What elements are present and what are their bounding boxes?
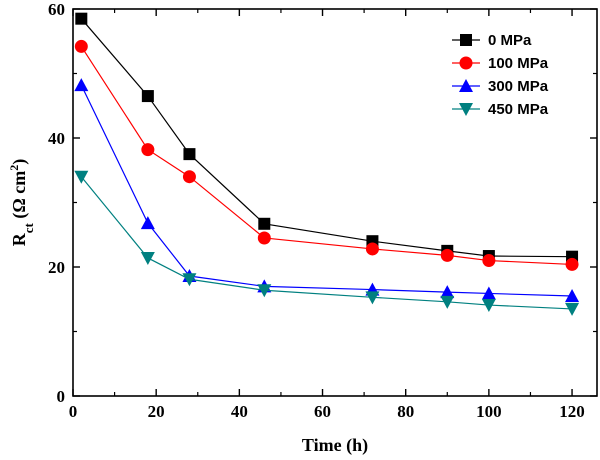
data-point: [182, 273, 197, 287]
legend-item-3: 450 MPa: [452, 101, 549, 118]
data-point: [75, 12, 88, 25]
y-tick-label: 60: [48, 0, 65, 19]
data-point: [183, 148, 196, 161]
data-point: [440, 285, 455, 299]
x-tick-label: 100: [476, 402, 502, 421]
y-axis-title-base: R: [9, 232, 29, 246]
data-point: [74, 39, 88, 53]
legend-marker: [459, 103, 473, 116]
series-line: [80, 46, 573, 266]
series-line: [80, 18, 573, 258]
legend-item-2: 300 MPa: [452, 78, 549, 95]
x-tick-label: 80: [397, 402, 414, 421]
y-tick-label: 20: [48, 258, 65, 277]
data-point: [140, 216, 155, 230]
legend-marker: [460, 34, 472, 46]
data-point: [257, 284, 272, 298]
legend-item-1: 100 MPa: [452, 55, 549, 72]
data-point: [565, 289, 580, 303]
data-point: [565, 257, 579, 271]
data-point: [365, 242, 379, 256]
data-point: [140, 251, 155, 265]
data-point: [258, 217, 271, 230]
data-point: [141, 90, 154, 103]
y-axis-title-sub: ct: [21, 222, 36, 233]
y-axis-title-unit-end: ): [9, 159, 30, 165]
data-point: [74, 170, 89, 184]
legend-label: 450 MPa: [488, 101, 549, 118]
series-3: [74, 170, 580, 316]
data-point: [440, 295, 455, 309]
legend-label: 300 MPa: [488, 78, 549, 95]
x-tick-label: 60: [314, 402, 331, 421]
data-point: [565, 302, 580, 316]
data-point: [365, 291, 380, 305]
series-1: [74, 39, 579, 271]
legend-item-0: 0 MPa: [452, 32, 532, 49]
y-axis-title: Rct (Ω cm2): [7, 159, 36, 247]
x-tick-label: 120: [559, 402, 585, 421]
data-point: [141, 143, 155, 157]
data-point: [74, 78, 89, 92]
series-line: [80, 84, 573, 297]
legend-marker: [459, 79, 473, 92]
y-tick-label: 0: [57, 387, 66, 406]
data-point: [182, 170, 196, 184]
legend-label: 0 MPa: [488, 32, 532, 49]
legend: 0 MPa 100 MPa 300 MPa 450 MPa: [452, 32, 549, 118]
data-point: [440, 248, 454, 262]
series-layer: [74, 12, 580, 316]
y-tick-label: 40: [48, 129, 65, 148]
x-tick-label: 40: [231, 402, 248, 421]
x-axis: 0 20 40 60 80 100 120: [69, 9, 585, 421]
x-axis-title: Time (h): [302, 435, 368, 456]
y-axis-title-unit: (Ω cm: [9, 171, 30, 223]
legend-label: 100 MPa: [488, 55, 549, 72]
data-point: [481, 299, 496, 313]
y-axis: 0 20 40 60: [48, 0, 597, 406]
data-point: [257, 231, 271, 245]
series-line: [80, 176, 573, 310]
data-point: [481, 286, 496, 300]
data-point: [482, 254, 496, 268]
x-tick-label: 20: [148, 402, 165, 421]
legend-marker: [459, 56, 473, 70]
y-axis-title-sup: 2: [7, 165, 21, 171]
x-tick-label: 0: [69, 402, 78, 421]
